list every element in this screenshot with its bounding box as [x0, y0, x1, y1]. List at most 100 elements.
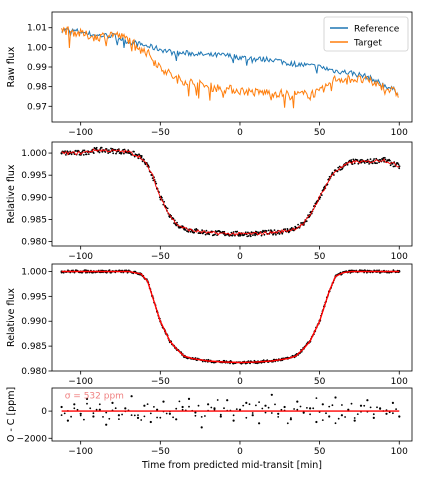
data-point	[270, 393, 273, 396]
x-axis-label: Time from predicted mid-transit [min]	[141, 460, 322, 471]
data-point	[117, 414, 120, 417]
y-tick-label: 0.980	[21, 238, 47, 248]
data-point	[275, 233, 277, 236]
data-point	[357, 162, 360, 165]
data-point	[273, 229, 276, 232]
data-point	[366, 158, 369, 161]
data-point	[95, 146, 98, 149]
axes-frame	[51, 263, 413, 372]
data-point	[98, 408, 101, 411]
data-point	[309, 413, 311, 416]
data-point	[133, 150, 135, 153]
data-point	[256, 362, 259, 365]
data-point	[277, 416, 280, 418]
data-point	[111, 401, 114, 404]
data-point	[89, 407, 92, 410]
data-point	[315, 420, 318, 424]
data-point	[140, 419, 143, 421]
x-tick-label: 100	[391, 252, 408, 262]
data-point	[168, 412, 171, 415]
data-point	[378, 269, 380, 272]
data-point	[369, 158, 372, 161]
data-point	[371, 162, 374, 165]
y-tick-label: 1.000	[21, 149, 47, 159]
data-point	[254, 234, 256, 237]
data-point	[247, 231, 249, 234]
data-point	[328, 415, 331, 418]
data-point	[280, 408, 283, 411]
data-point	[321, 403, 324, 406]
data-point	[252, 234, 254, 237]
data-point	[258, 401, 260, 403]
data-point	[75, 149, 77, 152]
data-point	[232, 231, 235, 233]
data-point	[162, 400, 165, 403]
data-point	[278, 233, 281, 235]
data-point	[246, 235, 249, 238]
data-point	[245, 416, 248, 419]
data-point	[219, 413, 222, 416]
data-point	[260, 234, 263, 237]
data-point	[230, 231, 233, 234]
data-point	[117, 150, 120, 153]
data-point	[66, 419, 69, 422]
data-point	[86, 402, 88, 405]
data-point	[141, 160, 144, 163]
data-point	[376, 406, 378, 409]
data-point	[293, 408, 295, 410]
data-point	[175, 407, 178, 410]
data-point	[297, 223, 299, 226]
data-point	[187, 397, 191, 400]
data-point	[331, 404, 334, 407]
data-point	[223, 407, 225, 410]
data-point	[73, 407, 76, 410]
data-point	[83, 149, 86, 152]
data-point	[95, 408, 98, 411]
data-point	[216, 399, 219, 401]
data-point	[104, 151, 107, 153]
data-point	[213, 407, 216, 410]
data-point	[149, 420, 152, 424]
data-point	[277, 412, 280, 415]
legend-label: Target	[353, 39, 382, 49]
data-point	[194, 411, 197, 414]
data-point	[373, 158, 375, 160]
data-point	[64, 150, 66, 153]
data-point	[361, 158, 363, 161]
data-point	[175, 418, 178, 421]
model-line	[61, 148, 400, 236]
data-point	[262, 359, 265, 362]
data-point	[261, 231, 264, 234]
data-point	[349, 272, 352, 274]
data-point	[92, 412, 95, 415]
data-point	[134, 270, 137, 273]
y-tick-label: 0.995	[21, 292, 47, 302]
data-point	[79, 414, 82, 417]
data-point	[392, 412, 394, 415]
data-point	[353, 419, 356, 422]
data-point	[353, 162, 356, 165]
data-point	[267, 229, 270, 232]
data-point	[363, 404, 366, 407]
data-point	[149, 412, 152, 415]
data-point	[249, 235, 252, 238]
data-point	[231, 234, 234, 237]
data-point	[60, 414, 63, 416]
data-point	[70, 153, 73, 156]
axes-frame	[51, 141, 413, 247]
data-point	[290, 227, 293, 229]
data-point	[334, 422, 337, 425]
data-point	[296, 400, 299, 403]
data-point	[270, 412, 273, 414]
x-tick-label: −50	[151, 252, 170, 262]
x-tick-label: 50	[314, 252, 326, 262]
panel-residuals: −100 −50 0 50 100 −2000 0 O - C [ppm] Time from …	[6, 387, 413, 471]
data-point	[372, 413, 375, 416]
data-point	[267, 406, 270, 409]
data-point	[286, 422, 289, 425]
data-point	[100, 146, 103, 149]
data-point	[350, 402, 353, 405]
data-point	[124, 407, 127, 410]
data-point	[372, 416, 375, 419]
